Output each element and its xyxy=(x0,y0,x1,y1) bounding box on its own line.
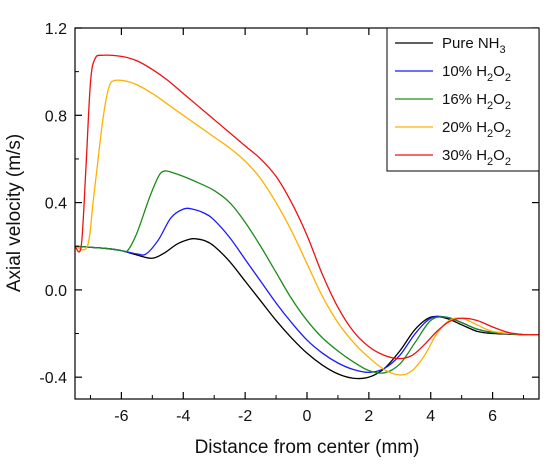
series-line-1 xyxy=(74,237,540,380)
y-tick-label: 0.4 xyxy=(45,196,67,213)
x-axis-title: Distance from center (mm) xyxy=(195,437,420,458)
legend: Pure NH3 10% H2O2 16% H2O2 20% H2O2 30% H2O2 xyxy=(386,27,540,172)
legend-label-1: Pure NH3 xyxy=(442,35,506,56)
ticks-layer: -6 -4 -2 0 2 4 6 -0.4 0.0 0.4 0.8 1.2 xyxy=(39,21,539,425)
legend-label-2: 10% H2O2 xyxy=(442,63,511,84)
x-tick-label: -6 xyxy=(114,408,128,425)
series-line-5 xyxy=(74,54,540,360)
y-tick-label: 0.8 xyxy=(45,108,67,125)
legend-label-4: 20% H2O2 xyxy=(442,119,511,140)
x-tick-label: -4 xyxy=(176,408,190,425)
legend-label-3: 16% H2O2 xyxy=(442,91,511,112)
series-line-3 xyxy=(74,170,540,374)
series-line-2 xyxy=(74,207,540,374)
x-tick-label: 0 xyxy=(303,408,312,425)
series-layer xyxy=(74,54,540,380)
y-axis-title: Axial velocity (m/s) xyxy=(4,134,25,292)
x-tick-label: 6 xyxy=(488,408,497,425)
x-tick-label: 4 xyxy=(426,408,435,425)
y-tick-label: -0.4 xyxy=(39,370,67,387)
x-tick-label: -2 xyxy=(238,408,252,425)
y-tick-label: 1.2 xyxy=(45,21,67,38)
x-tick-label: 2 xyxy=(364,408,373,425)
legend-label-5: 30% H2O2 xyxy=(442,147,511,168)
y-tick-label: 0.0 xyxy=(45,283,67,300)
